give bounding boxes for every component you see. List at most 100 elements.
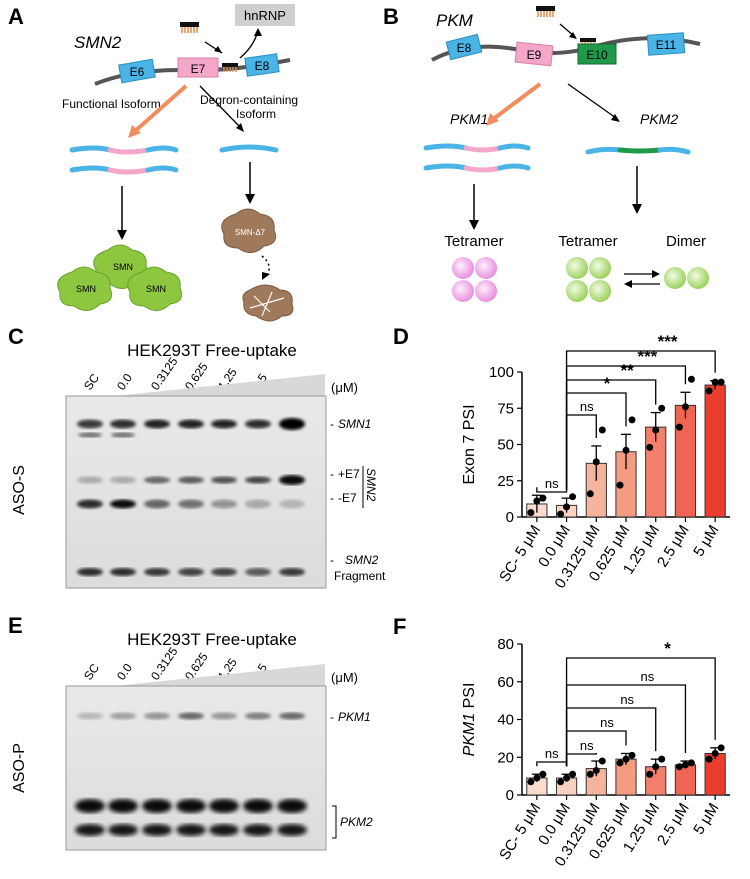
arrowhead xyxy=(611,114,620,122)
gel-band xyxy=(178,476,204,484)
panel-label-d: D xyxy=(393,324,409,349)
data-point xyxy=(586,770,594,778)
significance-label: ns xyxy=(620,692,634,707)
gel-band xyxy=(277,799,307,813)
data-point xyxy=(675,423,683,431)
exon-e8-pkm xyxy=(445,33,483,61)
data-point xyxy=(717,744,725,752)
gel-band xyxy=(243,799,273,813)
panel-b: B PKM E8 E9 E10 E11 PKM1 PKM2 xyxy=(383,4,709,302)
exon-e10-pkm-label: E10 xyxy=(586,48,608,62)
y-tick-label: 0 xyxy=(506,787,514,804)
data-point xyxy=(658,404,666,412)
significance-bracket xyxy=(565,379,657,491)
gel-band xyxy=(245,568,271,576)
pkm2-label: PKM2 xyxy=(640,111,678,127)
gel-band xyxy=(176,824,206,836)
gene-label-pkm: PKM xyxy=(436,11,474,30)
hnrnp-label: hnRNP xyxy=(244,8,286,23)
data-point xyxy=(711,749,719,757)
pkm2-tetramer xyxy=(566,257,611,302)
arrowhead xyxy=(624,280,632,288)
significance-bracket xyxy=(565,350,716,491)
arrowhead xyxy=(214,46,222,53)
data-point xyxy=(705,387,713,395)
gel-band xyxy=(279,475,305,485)
band-c-dash: - xyxy=(330,553,334,567)
smn-delta7-protein: SMN-Δ7 xyxy=(221,208,277,253)
pkm2-dimer xyxy=(664,267,709,289)
panel-label-b: B xyxy=(383,4,399,29)
arrowhead xyxy=(128,125,141,138)
y-tick-label: 40 xyxy=(497,712,514,729)
lane-label: SC xyxy=(81,371,102,393)
gel-band xyxy=(243,824,273,836)
significance-bracket xyxy=(565,657,716,767)
gel-band xyxy=(178,499,204,509)
band-c-smn1: SMN1 xyxy=(338,417,371,431)
exon-e8-label: E8 xyxy=(255,59,270,73)
y-axis-label: Exon 7 PSI xyxy=(461,404,478,484)
arrowhead xyxy=(469,220,479,230)
data-point xyxy=(628,751,636,759)
gel-band xyxy=(211,499,237,509)
gel-band xyxy=(110,568,136,576)
lane-label: 0.0 xyxy=(114,371,135,393)
x-tick-label: SC- 5 μM xyxy=(496,522,544,585)
data-point xyxy=(646,443,654,451)
smn-protein-3: SMN xyxy=(127,266,183,311)
pkm1-arrow xyxy=(490,82,542,122)
data-point xyxy=(717,378,725,386)
gel-band xyxy=(142,824,172,836)
svg-text:SMN: SMN xyxy=(113,262,133,272)
panel-e: E HEK293T Free-uptake SC 0.0 0.3125 0.625 1.… xyxy=(8,613,373,851)
gel-band xyxy=(178,568,204,576)
arrowhead xyxy=(236,123,244,132)
gel-band xyxy=(144,568,170,576)
gel-band xyxy=(245,499,271,509)
data-point xyxy=(533,774,541,782)
gel-band xyxy=(144,476,170,484)
data-point xyxy=(598,426,606,434)
gel-band xyxy=(178,419,204,429)
functional-arrow xyxy=(132,84,188,134)
pkm1-label: PKM1 xyxy=(450,111,488,127)
exon-e8-smn2 xyxy=(244,53,280,77)
band-c-smn2-bracket-label: SMN2 xyxy=(364,468,378,502)
band-c-frag-2: Fragment xyxy=(334,569,386,583)
y-tick-label: 75 xyxy=(497,400,514,417)
band-c-dash: - xyxy=(330,491,334,505)
aso-icon xyxy=(180,22,199,33)
significance-label: * xyxy=(664,639,671,658)
panel-label-a: A xyxy=(8,4,24,29)
gel-band xyxy=(75,799,105,813)
data-point xyxy=(598,757,606,765)
significance-label: * xyxy=(604,374,611,393)
lane-label: SC xyxy=(81,661,102,683)
significance-bracket xyxy=(536,487,568,493)
degraded-protein xyxy=(242,284,294,322)
data-point xyxy=(658,755,666,763)
significance-label: *** xyxy=(658,332,678,351)
band-e-pkm2: PKM2 xyxy=(340,815,373,829)
data-point xyxy=(687,375,695,383)
aso-bound-icon xyxy=(222,63,238,72)
significance-label: ns xyxy=(545,476,559,491)
y-tick-label: 0 xyxy=(506,509,514,526)
data-point xyxy=(539,770,547,778)
panel-c: C HEK293T Free-uptake SC 0.0 0.3125 0.625 1.… xyxy=(8,324,386,589)
lane-label: 0.3125 xyxy=(148,644,181,682)
pkm1-mrna xyxy=(423,143,531,173)
svg-text:SMN: SMN xyxy=(76,284,96,294)
gel-band xyxy=(78,432,102,438)
gel-c-title: HEK293T Free-uptake xyxy=(127,341,297,360)
significance-label: ns xyxy=(641,669,655,684)
arrowhead xyxy=(262,272,270,280)
significance-label: ** xyxy=(621,361,635,380)
band-c-dash: - xyxy=(330,467,334,481)
data-point xyxy=(539,494,547,502)
exon-e6-smn2 xyxy=(118,58,156,84)
gel-band xyxy=(144,712,170,720)
